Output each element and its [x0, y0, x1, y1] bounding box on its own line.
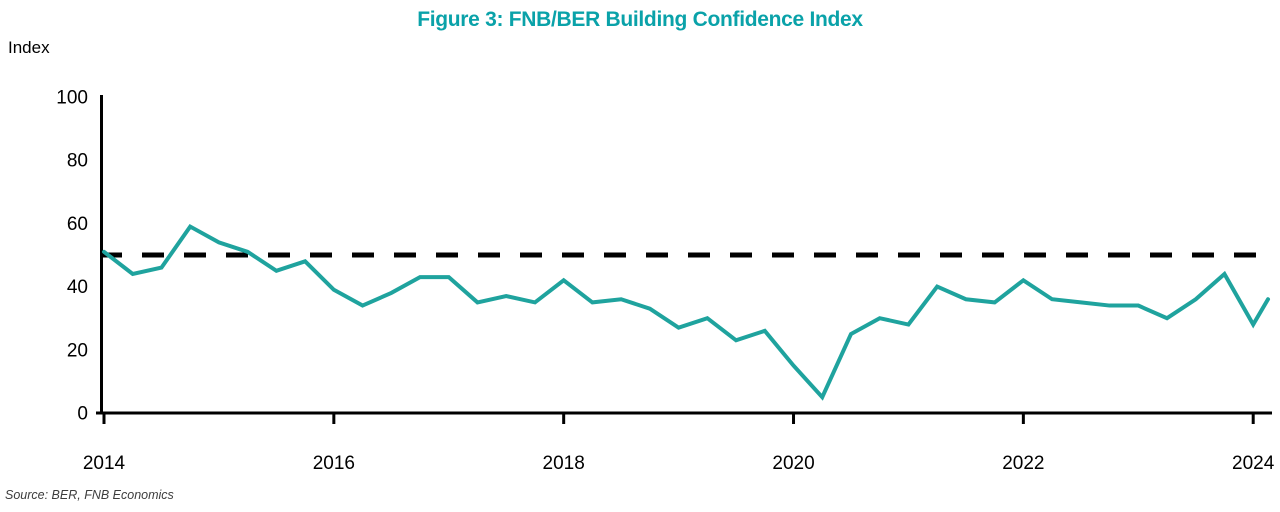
x-tick-label: 2016	[313, 453, 355, 474]
y-tick-label: 100	[56, 88, 88, 109]
y-tick-label: 0	[77, 404, 88, 425]
x-tick-label: 2020	[772, 453, 814, 474]
y-tick-label: 20	[67, 340, 88, 361]
x-tick-label: 2022	[1002, 453, 1044, 474]
y-tick-label: 60	[67, 214, 88, 235]
y-tick-label: 80	[67, 151, 88, 172]
x-tick-label: 2018	[543, 453, 585, 474]
x-tick-label: 2024	[1232, 453, 1275, 474]
confidence-line	[102, 223, 1270, 401]
source-note: Source: BER, FNB Economics	[5, 488, 174, 502]
y-tick-label: 40	[67, 277, 88, 298]
figure-title: Figure 3: FNB/BER Building Confidence In…	[417, 8, 863, 31]
x-tick-label: 2014	[83, 453, 126, 474]
y-axis-title: Index	[8, 38, 50, 57]
